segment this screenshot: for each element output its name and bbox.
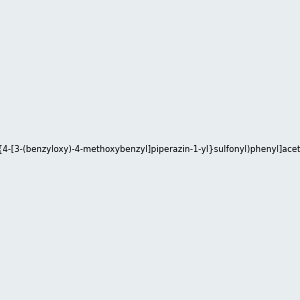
Text: N-[4-({4-[3-(benzyloxy)-4-methoxybenzyl]piperazin-1-yl}sulfonyl)phenyl]acetamide: N-[4-({4-[3-(benzyloxy)-4-methoxybenzyl]… [0,146,300,154]
